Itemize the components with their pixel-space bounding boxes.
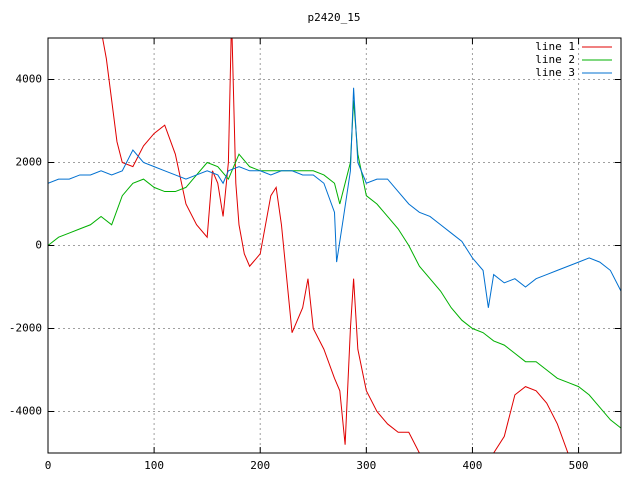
chart-title: p2420_15 [308, 11, 361, 24]
legend-label: line 1 [535, 40, 575, 53]
x-tick-label: 400 [463, 459, 483, 472]
x-tick-label: 0 [45, 459, 52, 472]
y-tick-label: -2000 [9, 322, 42, 335]
x-tick-label: 300 [356, 459, 376, 472]
y-tick-label: 2000 [16, 156, 43, 169]
data-line [48, 87, 621, 308]
x-tick-label: 100 [144, 459, 164, 472]
x-tick-label: 200 [250, 459, 270, 472]
legend-label: line 2 [535, 53, 575, 66]
data-line [48, 100, 621, 429]
y-tick-label: 0 [35, 239, 42, 252]
y-tick-label: 4000 [16, 73, 43, 86]
legend-label: line 3 [535, 66, 575, 79]
data-line [102, 38, 569, 453]
y-tick-label: -4000 [9, 405, 42, 418]
x-tick-label: 500 [569, 459, 589, 472]
